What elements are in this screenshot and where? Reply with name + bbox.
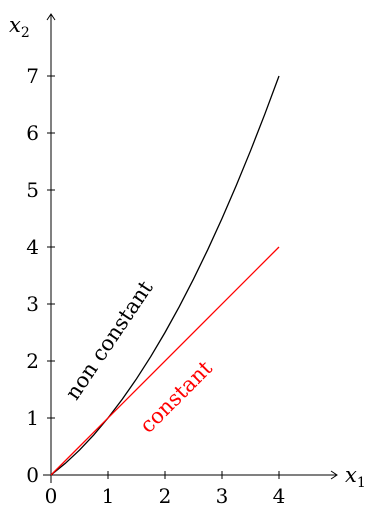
y-axis-label: x2	[9, 13, 30, 41]
x-axis-label-sub: 1	[357, 475, 366, 491]
y-tick-label: 0	[26, 463, 39, 487]
constant-label: constant	[135, 356, 217, 438]
y-tick-label: 3	[26, 292, 39, 316]
x-axis-label-base: x	[345, 463, 357, 487]
y-axis-label-base: x	[9, 13, 21, 37]
constant-line	[50, 246, 280, 476]
x-tick-label: 0	[45, 484, 58, 508]
y-tick-label: 2	[26, 349, 39, 373]
y-tick-label: 6	[26, 121, 39, 145]
x-tick-label: 4	[273, 484, 286, 508]
axes	[43, 13, 338, 483]
series-lines	[50, 75, 280, 476]
y-tick-label: 5	[26, 178, 39, 202]
y-axis-arrow	[46, 13, 56, 21]
x-tick-label: 2	[159, 484, 172, 508]
y-tick-label: 7	[26, 64, 39, 88]
non-constant-label: non constant	[61, 276, 158, 404]
x-tick-label: 3	[216, 484, 229, 508]
y-tick-label: 1	[26, 406, 39, 430]
x-axis-label: x1	[345, 463, 366, 491]
x-tick-label: 1	[102, 484, 115, 508]
x-axis-arrow	[330, 470, 338, 480]
y-axis-label-sub: 2	[21, 25, 30, 41]
ticks: 0 1 2 3 4 0 1 2 3 4 5 6 7	[26, 64, 285, 508]
non-constant-line	[50, 75, 280, 476]
y-tick-label: 4	[26, 235, 39, 259]
